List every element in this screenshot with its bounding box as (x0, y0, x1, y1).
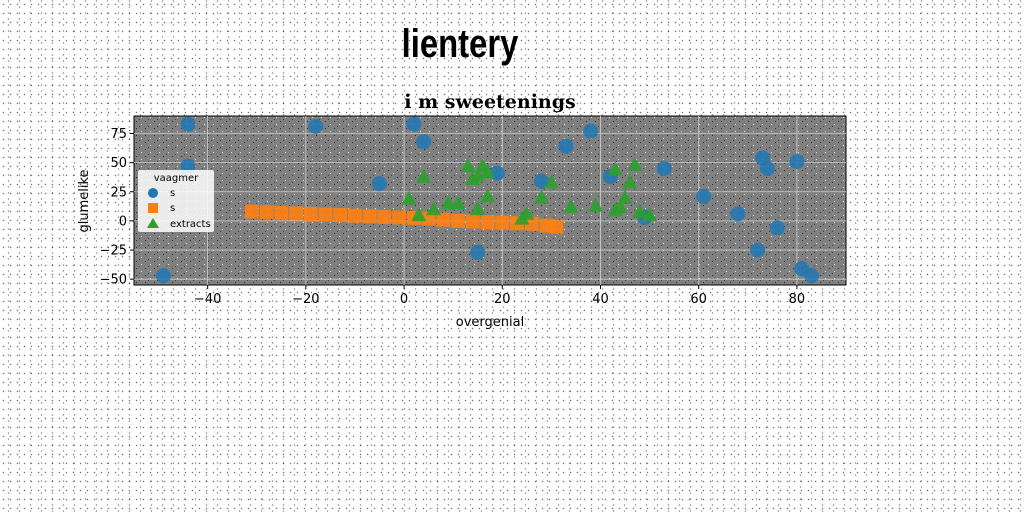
data-point-circle (730, 206, 746, 222)
data-point-triangle (519, 205, 535, 220)
x-tick-label: 60 (690, 292, 707, 307)
data-point-square (289, 206, 304, 221)
legend-box (138, 170, 214, 232)
data-point-square (377, 209, 392, 224)
data-point-circle (789, 153, 805, 169)
data-point-circle (470, 244, 486, 260)
x-tick-label: 40 (592, 292, 609, 307)
data-point-triangle (450, 195, 466, 210)
data-point-square (347, 208, 362, 223)
data-point-triangle (642, 207, 658, 222)
data-point-circle (308, 118, 324, 134)
x-tick-label: −40 (194, 292, 221, 307)
data-point-triangle (470, 201, 486, 216)
data-point-square (244, 204, 259, 219)
data-point-triangle (627, 156, 643, 171)
data-point-triangle (588, 197, 604, 212)
data-point-triangle (460, 158, 476, 173)
data-point-triangle (612, 198, 628, 213)
data-point-triangle (622, 174, 638, 189)
data-point-square (318, 207, 333, 222)
legend-marker-square (148, 203, 158, 213)
data-point-square (362, 209, 377, 224)
figure-suptitle: lientery (401, 22, 519, 66)
y-tick-label: 50 (110, 156, 127, 171)
data-point-triangle (411, 207, 427, 222)
data-point-triangle (534, 189, 550, 204)
data-point-circle (769, 220, 785, 236)
data-point-triangle (607, 161, 623, 176)
y-tick-label: 0 (119, 214, 127, 229)
y-tick-label: −50 (100, 273, 127, 288)
data-point-square (549, 219, 564, 234)
data-point-circle (804, 268, 820, 284)
data-point-circle (180, 116, 196, 132)
data-point-square (392, 210, 407, 225)
x-tick-label: −20 (292, 292, 319, 307)
y-axis-label: glumelike (77, 169, 92, 232)
data-point-circle (558, 138, 574, 154)
legend-label-0: s (170, 188, 175, 199)
legend-label-1: s (170, 203, 175, 214)
data-point-square (524, 216, 539, 231)
data-point-triangle (426, 201, 442, 216)
data-point-circle (750, 242, 766, 258)
data-point-circle (372, 176, 388, 192)
data-point-triangle (480, 163, 496, 178)
x-tick-label: 20 (494, 292, 511, 307)
data-point-square (465, 214, 480, 229)
data-point-square (303, 206, 318, 221)
data-point-circle (696, 188, 712, 204)
data-point-circle (656, 160, 672, 176)
data-point-triangle (632, 203, 648, 218)
grid-lines (134, 116, 846, 285)
data-point-triangle (480, 188, 496, 203)
data-point-square (451, 213, 466, 228)
legend-marker-circle (148, 188, 158, 198)
y-tick-label: −25 (100, 244, 127, 259)
data-marks (155, 116, 820, 284)
data-point-circle (406, 116, 422, 132)
data-point-square (495, 215, 510, 230)
data-point-triangle (563, 198, 579, 213)
data-point-square (259, 205, 274, 220)
legend-marker-triangle (147, 218, 159, 228)
y-tick-label: 75 (110, 127, 127, 142)
data-point-square (333, 208, 348, 223)
data-point-square (274, 205, 289, 220)
legend-title: vaagmer (154, 173, 199, 184)
data-point-square (436, 212, 451, 227)
data-point-circle (155, 268, 171, 284)
data-point-circle (416, 134, 432, 150)
data-point-triangle (543, 174, 559, 189)
x-tick-label: 0 (400, 292, 408, 307)
data-point-circle (759, 160, 775, 176)
x-tick-label: 80 (789, 292, 806, 307)
data-point-triangle (440, 195, 456, 210)
axes: −40 −20 0 20 40 60 80 −50 −25 0 25 50 75 (100, 127, 806, 307)
data-point-triangle (617, 189, 633, 204)
y-tick-label: 25 (110, 185, 127, 200)
chart-title: i m sweetenings (404, 91, 575, 113)
data-point-circle (534, 173, 550, 189)
data-point-circle (583, 123, 599, 139)
x-axis-label: overgenial (456, 315, 524, 330)
data-point-circle (180, 158, 196, 174)
legend: vaagmer s s extracts (138, 170, 214, 232)
legend-label-2: extracts (170, 219, 211, 230)
data-point-triangle (416, 168, 432, 183)
data-point-triangle (401, 190, 417, 205)
data-point-square (480, 215, 495, 230)
